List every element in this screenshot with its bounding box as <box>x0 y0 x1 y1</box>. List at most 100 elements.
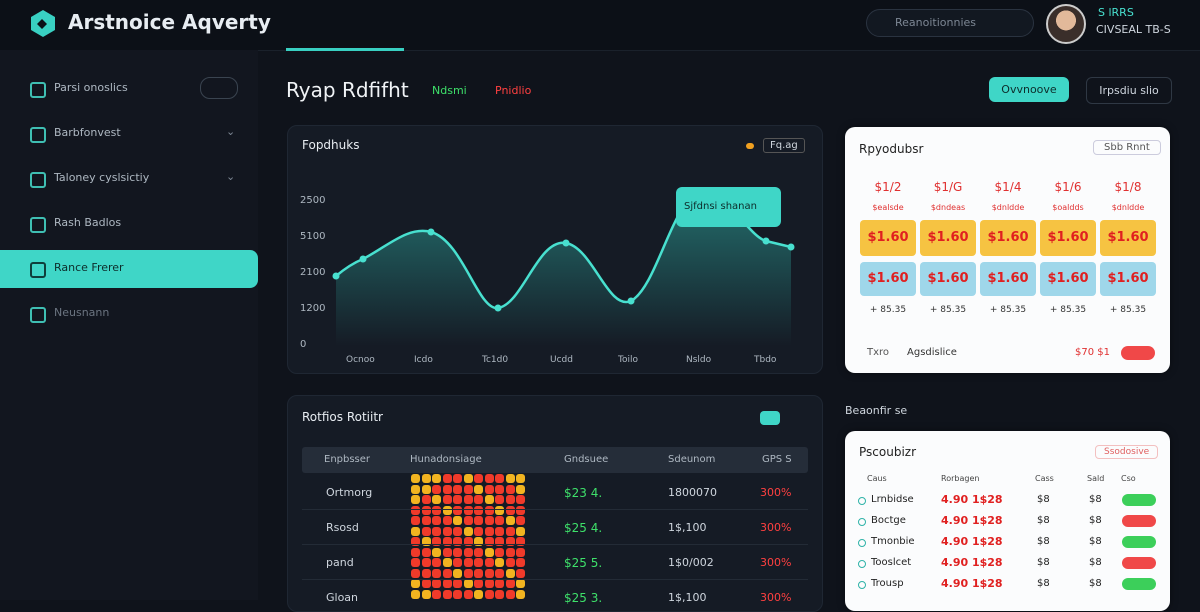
tooltip: Sjfdnsi shanan <box>676 187 781 227</box>
nav-item[interactable]: Barbfonvest ⌄ <box>0 115 258 153</box>
nav-label: Taloney cyslsictiy <box>54 171 150 184</box>
price-sub: $ealsde <box>872 203 904 212</box>
nav-icon <box>30 127 46 143</box>
price-sub: $oaldds <box>1052 203 1084 212</box>
y-axis-label: 5100 <box>300 231 326 242</box>
x-axis-label: Toilo <box>618 355 638 365</box>
order-sold: $8 <box>1089 578 1102 589</box>
row-percent: 300% <box>760 486 792 499</box>
order-sold: $8 <box>1089 536 1102 547</box>
row-amount: 1$,100 <box>668 521 707 534</box>
legend-dot <box>746 143 754 149</box>
nav-item[interactable]: Taloney cyslsictiy ⌄ <box>0 160 258 198</box>
row-name: Ortmorg <box>326 486 373 499</box>
avatar[interactable] <box>1046 4 1086 44</box>
tag-red: Pnidlio <box>495 84 532 97</box>
secondary-button[interactable]: Irpsdiu slio <box>1086 77 1172 104</box>
order-sold: $8 <box>1089 557 1102 568</box>
order-price: 4.90 1$28 <box>941 535 1003 548</box>
row-name: pand <box>326 556 354 569</box>
order-name: Trousp <box>871 578 904 589</box>
status-pill[interactable] <box>1122 578 1156 590</box>
price-sub: $dnldde <box>991 203 1025 212</box>
row-name: Rsosd <box>326 521 359 534</box>
order-price: 4.90 1$28 <box>941 493 1003 506</box>
toggle[interactable] <box>200 77 238 99</box>
table-card: Rotfios Rotiitr Enpbsser Hunadonsiage Gndsu… <box>287 395 823 612</box>
row-value: $23 4. <box>564 486 603 500</box>
order-qty: $8 <box>1037 578 1050 589</box>
status-pill[interactable] <box>1122 557 1156 569</box>
chevron: ⌄ <box>226 170 236 183</box>
status-pill[interactable] <box>1122 494 1156 506</box>
price-tile-alt: $1.60 <box>860 262 916 296</box>
order-name: Tmonbie <box>871 536 915 547</box>
nav-label: Rance Frerer <box>54 261 124 274</box>
user-role: CIVSEAL TB-S <box>1096 23 1171 36</box>
orders-header: Sald <box>1087 474 1105 483</box>
x-axis-label: Ucdd <box>550 355 573 365</box>
order-sold: $8 <box>1089 515 1102 526</box>
row-divider <box>302 579 808 580</box>
y-axis-label: 0 <box>300 339 307 350</box>
primary-button[interactable]: Ovvnoove <box>989 77 1069 102</box>
price-change: + 85.35 <box>1109 305 1147 315</box>
price-change: + 85.35 <box>869 305 907 315</box>
x-axis-label: Icdo <box>414 355 433 365</box>
row-percent: 300% <box>760 591 792 604</box>
card-title: Rotfios Rotiitr <box>302 410 383 424</box>
order-sold: $8 <box>1089 494 1102 505</box>
row-amount: 1$,100 <box>668 591 707 604</box>
table-toggle[interactable] <box>760 411 780 425</box>
status-pill[interactable] <box>1122 515 1156 527</box>
nav-item[interactable]: Parsi onoslics <box>0 70 258 108</box>
nav-icon <box>30 307 46 323</box>
price-label: $1/6 <box>1054 180 1082 194</box>
row-dot <box>858 518 866 526</box>
chevron: ⌄ <box>226 125 236 138</box>
order-qty: $8 <box>1037 515 1050 526</box>
price-change: + 85.35 <box>929 305 967 315</box>
row-dot <box>858 581 866 589</box>
user-name: S lRRS <box>1098 6 1134 19</box>
app-title: Arstnoice Aqverty <box>68 10 271 34</box>
search-placeholder: Reanoitionnies <box>895 16 977 29</box>
row-percent: 300% <box>760 521 792 534</box>
row-percent: 300% <box>760 556 792 569</box>
logo <box>31 10 55 37</box>
price-label: $1/4 <box>994 180 1022 194</box>
price-tile: $1.60 <box>980 220 1036 256</box>
table-header: Sdeunom <box>668 454 716 465</box>
trend-card: Fopdhuks Fq.ag 2500 5100 2100 1200 0 Ocnoo Icdo T… <box>287 125 823 374</box>
price-tile-alt: $1.60 <box>1100 262 1156 296</box>
search-box[interactable]: Reanoitionnies <box>866 9 1034 37</box>
price-tile-alt: $1.60 <box>1040 262 1096 296</box>
nav-label: Parsi onoslics <box>54 81 128 94</box>
row-amount: 1$0/002 <box>668 556 714 569</box>
row-dot <box>858 539 866 547</box>
nav-label: Barbfonvest <box>54 126 121 139</box>
orders-header: Rorbagen <box>941 474 980 483</box>
nav-item[interactable]: Rash Badlos <box>0 205 258 243</box>
nav-item[interactable]: Neusnann <box>0 295 258 333</box>
order-qty: $8 <box>1037 494 1050 505</box>
row-value: $25 3. <box>564 591 603 605</box>
card-title: Rpyodubsr <box>859 142 924 156</box>
order-qty: $8 <box>1037 557 1050 568</box>
nav-icon <box>30 217 46 233</box>
header-accent <box>286 48 404 51</box>
price-tile: $1.60 <box>860 220 916 256</box>
nav-item[interactable]: Rance Frerer <box>0 250 258 288</box>
row-divider <box>302 544 808 545</box>
orders-header: Caus <box>867 474 887 483</box>
row-name: Gloan <box>326 591 359 604</box>
section-label: Beaonfir se <box>845 404 908 417</box>
table-header: GPS S <box>762 454 792 465</box>
footer-pill[interactable] <box>1121 346 1155 360</box>
nav-label: Neusnann <box>54 306 110 319</box>
status-pill[interactable] <box>1122 536 1156 548</box>
card-button[interactable]: Sbb Rnnt <box>1093 140 1161 155</box>
price-card: Rpyodubsr Sbb Rnnt $1/2 $ealsde $1.60 $1.60 + … <box>845 127 1170 373</box>
trend-curve <box>332 191 795 346</box>
